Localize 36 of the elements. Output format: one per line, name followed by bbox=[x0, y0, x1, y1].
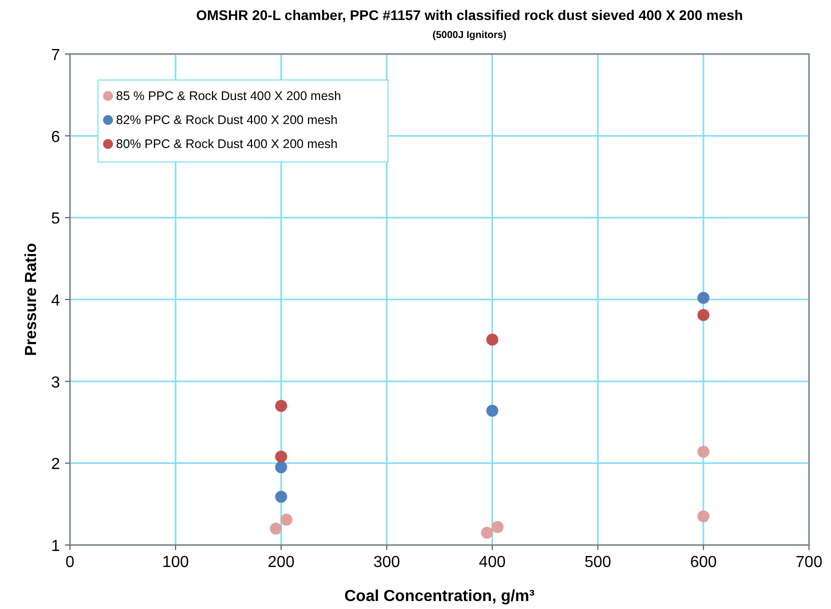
point bbox=[275, 400, 288, 412]
y-tick-label: 2 bbox=[51, 456, 60, 474]
x-tick-label: 600 bbox=[690, 554, 717, 571]
x-axis-title: Coal Concentration, g/m³ bbox=[344, 588, 535, 605]
chart-subtitle: (5000J Ignitors) bbox=[432, 30, 506, 41]
y-tick-label: 1 bbox=[51, 538, 60, 555]
point bbox=[492, 520, 504, 533]
point bbox=[697, 309, 710, 322]
point bbox=[275, 490, 288, 503]
chart-title: OMSHR 20-L chamber, PPC #1157 with classified rock dust sieved 400 X 200 mesh bbox=[196, 7, 743, 23]
legend-label: 82% PPC & Rock Dust 400 X 200 mesh bbox=[116, 113, 338, 127]
point bbox=[486, 404, 498, 417]
point bbox=[270, 522, 282, 535]
legend-label: 85 % PPC & Rock Dust 400 X 200 mesh bbox=[116, 89, 342, 103]
point bbox=[275, 450, 288, 463]
y-axis-title: Pressure Ratio bbox=[23, 242, 40, 356]
point bbox=[697, 510, 710, 522]
point bbox=[481, 526, 494, 539]
point bbox=[697, 292, 710, 304]
point bbox=[697, 446, 710, 458]
x-tick-label: 400 bbox=[478, 554, 506, 571]
point bbox=[275, 461, 288, 474]
y-tick-label: 5 bbox=[51, 210, 60, 228]
x-tick-label: 200 bbox=[268, 554, 295, 571]
x-tick-label: 700 bbox=[796, 554, 822, 571]
legend-label: 80% PPC & Rock Dust 400 X 200 mesh bbox=[116, 137, 338, 151]
point bbox=[486, 334, 498, 346]
x-tick-label: 500 bbox=[584, 554, 612, 571]
x-tick-label: 100 bbox=[162, 554, 190, 571]
y-tick-label: 6 bbox=[51, 128, 60, 146]
y-tick-label: 7 bbox=[51, 47, 60, 64]
x-tick-label: 0 bbox=[66, 554, 75, 571]
y-tick-label: 3 bbox=[51, 374, 60, 392]
y-tick-label: 4 bbox=[51, 292, 60, 310]
point bbox=[280, 514, 292, 526]
x-tick-label: 300 bbox=[373, 554, 400, 571]
